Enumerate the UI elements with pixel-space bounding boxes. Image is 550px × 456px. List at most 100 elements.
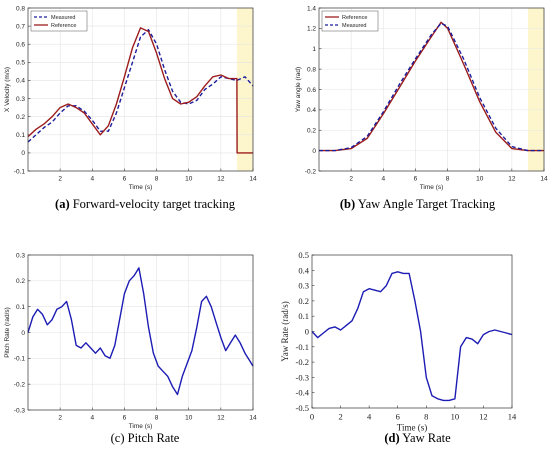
tick-label-y: 0.8 (16, 5, 25, 12)
series-line-main (27, 267, 254, 396)
plot-frame (318, 7, 545, 172)
tick-label-x: 8 (446, 176, 450, 183)
tick-label-y: -0.4 (296, 388, 310, 398)
chart-a: 2 4 6 8 10 12 14 -0.1 0 0.1 0.2 0.3 0.4 0.5 0.6 0.7 0.8 T… (4, 5, 257, 191)
tick-label-y: 0.5 (16, 60, 25, 67)
tick-label-x: 12 (217, 415, 225, 422)
caption-d-text: Yaw Rate (402, 431, 451, 445)
tick-label-x: 2 (58, 176, 62, 183)
legend-label: Reference (51, 23, 76, 29)
series-line-reference (27, 27, 253, 154)
tick-label-y: -0.1 (14, 356, 26, 363)
tick-label-y: 0.3 (16, 252, 25, 259)
tick-label-y: 0.6 (16, 41, 25, 48)
caption-d: (d) Yaw Rate (285, 431, 550, 446)
caption-d-label: (d) (384, 431, 400, 445)
tick-label-y: 0.2 (16, 278, 25, 285)
tick-label-x: 10 (451, 412, 460, 422)
plot-area (28, 8, 253, 171)
caption-b: (b) Yaw Angle Target Tracking (285, 197, 550, 212)
caption-a: (a) Forward-velocity target tracking (10, 197, 280, 212)
legend-label: Measured (51, 15, 75, 21)
x-axis-label: Time (s) (397, 423, 427, 433)
plot-frame (27, 254, 254, 411)
tick-label-y: -0.3 (296, 372, 309, 382)
tick-label-x: 6 (123, 415, 127, 422)
caption-b-text: Yaw Angle Target Tracking (357, 197, 496, 211)
tick-label-x: 8 (155, 415, 159, 422)
tick-label-x: 10 (185, 415, 193, 422)
chart-c: 2 4 6 8 10 12 14 -0.3 -0.2 -0.1 0 0.1 0.2 0.3 Time (s)… (4, 252, 257, 430)
tick-label-y: -0.1 (14, 168, 26, 175)
series-line-main (311, 271, 513, 402)
tick-label-x: 14 (249, 176, 257, 183)
tick-label-y: 0.4 (16, 78, 25, 85)
tick-label-y: 0 (21, 150, 25, 157)
y-axis-label: Yaw Rate (rad/s) (280, 301, 290, 362)
tick-label-y: -0.3 (14, 407, 26, 414)
tick-label-y: 0.1 (16, 132, 25, 139)
legend-box (321, 10, 379, 32)
x-axis-label: Time (s) (420, 184, 444, 191)
tick-label-y: 0 (305, 326, 309, 336)
tick-label-y: 0.2 (298, 296, 309, 306)
caption-b-label: (b) (339, 197, 356, 211)
plot-frame (311, 254, 513, 409)
caption-a-label: (a) (55, 197, 70, 211)
chart-b: 2 4 6 8 10 12 14 -0.2 0 0.2 0.4 0.6 0.8 1 1.2 1.4 Time (… (295, 5, 548, 191)
tick-label-y: 1 (312, 46, 316, 53)
x-axis-label: Time (s) (129, 184, 153, 191)
tick-label-y: 0.3 (16, 96, 25, 103)
highlight-region (236, 8, 253, 171)
tick-label-x: 14 (540, 176, 548, 183)
tick-label-y: 0.4 (307, 107, 316, 114)
tick-label-x: 8 (424, 412, 428, 422)
tick-label-y: 1.2 (307, 26, 316, 33)
tick-label-y: 0.5 (298, 250, 309, 260)
plot-frame (27, 7, 254, 172)
tick-label-y: 1.4 (307, 5, 316, 12)
tick-label-y: 0.6 (307, 87, 316, 94)
tick-label-y: -0.1 (296, 342, 309, 352)
tick-label-x: 2 (349, 176, 353, 183)
tick-label-x: 6 (396, 412, 400, 422)
tick-label-y: 0.1 (16, 304, 25, 311)
tick-label-y: 0.3 (298, 281, 309, 291)
tick-label-x: 4 (367, 412, 372, 422)
tick-label-x: 6 (123, 176, 127, 183)
caption-a-text: Forward-velocity target tracking (72, 197, 235, 211)
tick-label-y: -0.2 (305, 168, 317, 175)
tick-label-y: 0 (21, 330, 25, 337)
tick-label-x: 12 (508, 176, 516, 183)
tick-label-x: 8 (155, 176, 159, 183)
legend-label: Measured (342, 23, 366, 29)
tick-label-x: 4 (90, 176, 94, 183)
caption-c-label: (c) (110, 431, 125, 445)
tick-label-y: -0.2 (14, 381, 26, 388)
tick-label-y: 0.4 (298, 265, 309, 275)
tick-label-x: 12 (479, 412, 488, 422)
tick-label-x: 0 (310, 412, 314, 422)
tick-label-x: 10 (185, 176, 193, 183)
tick-label-y: -0.2 (296, 357, 309, 367)
y-axis-label: Pitch Rate (rad/s) (4, 307, 11, 358)
tick-label-y: -0.5 (296, 403, 309, 413)
chart-d: 0 2 4 6 8 10 12 14 -0.5 -0.4 -0.3 -0.2 -0.1 0 0.1 0.2 0.… (280, 250, 517, 433)
tick-label-x: 4 (381, 176, 385, 183)
legend-box (30, 10, 88, 32)
caption-c: (c) Pitch Rate (10, 431, 280, 446)
tick-label-y: 0.2 (16, 114, 25, 121)
tick-label-x: 10 (476, 176, 484, 183)
tick-label-x: 14 (508, 412, 517, 422)
caption-c-text: Pitch Rate (127, 431, 180, 445)
tick-label-x: 14 (249, 415, 257, 422)
legend-label: Reference (342, 15, 367, 21)
tick-label-y: 0.2 (307, 128, 316, 135)
tick-label-y: 0.7 (16, 23, 25, 30)
tick-label-x: 12 (217, 176, 225, 183)
y-axis-label: X Velocity (m/s) (4, 67, 11, 112)
tick-label-x: 4 (90, 415, 94, 422)
series-line-measured (27, 29, 254, 143)
tick-label-y: 0.1 (298, 311, 309, 321)
